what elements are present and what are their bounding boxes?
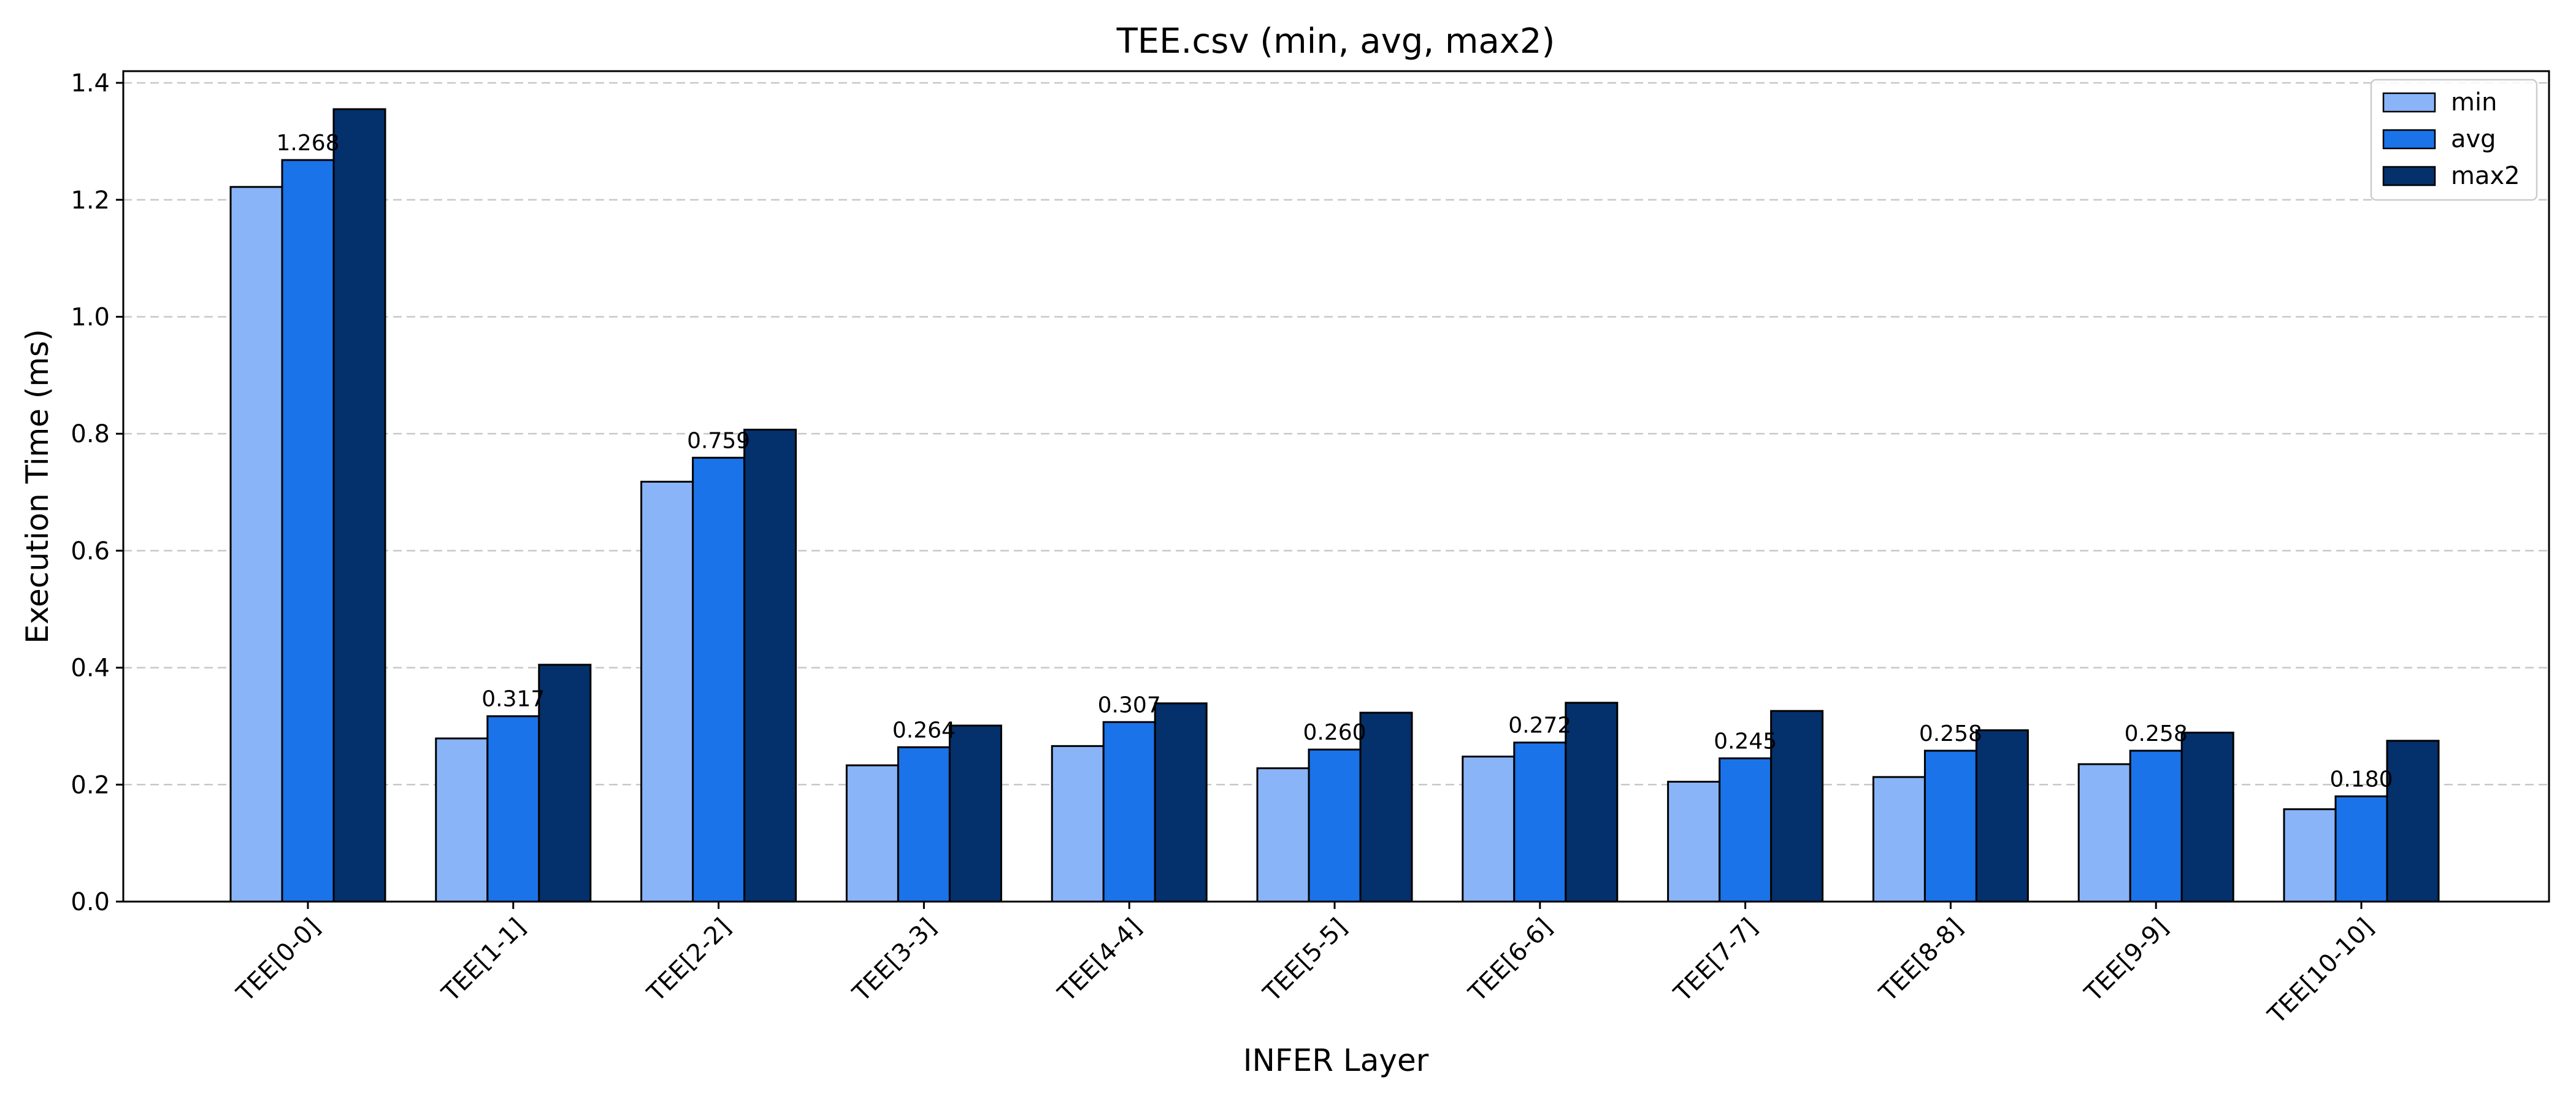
x-axis-label: INFER Layer — [1243, 1043, 1429, 1078]
data-label: 0.180 — [2329, 767, 2393, 792]
data-labels-layer: 1.268 0.317 0.759 0.264 0.307 0.260 0.272 0.245… — [276, 131, 2393, 792]
bar-min-1 — [435, 737, 489, 903]
bar-min-5 — [1256, 767, 1310, 903]
y-tick-label: 0.2 — [71, 771, 110, 799]
bar-max2-7 — [1770, 710, 1824, 903]
bar-avg-9 — [2129, 749, 2183, 903]
bar-max2-9 — [2180, 731, 2234, 903]
bar-avg-5 — [1308, 748, 1362, 903]
data-label: 0.258 — [2125, 721, 2188, 746]
bar-min-9 — [2077, 763, 2131, 903]
legend-swatch-min — [2382, 92, 2436, 113]
bar-max2-4 — [1154, 702, 1208, 903]
data-label: 0.264 — [892, 718, 956, 743]
bar-min-10 — [2283, 808, 2337, 903]
y-tick-label: 0.6 — [71, 537, 110, 565]
data-label: 0.272 — [1508, 713, 1571, 738]
data-label: 0.245 — [1714, 729, 1777, 754]
legend-swatch-max2 — [2382, 166, 2436, 186]
bars-layer — [229, 108, 2440, 903]
bar-min-6 — [1462, 756, 1516, 903]
bar-max2-6 — [1565, 702, 1619, 903]
y-axis: 0.0 0.2 0.4 0.6 0.8 1.0 1.2 1.4 — [71, 69, 123, 916]
y-tick-label: 1.4 — [71, 69, 110, 98]
bar-min-0 — [229, 186, 283, 903]
y-tick-label: 1.2 — [71, 186, 110, 215]
bar-max2-3 — [948, 724, 1002, 903]
plot-frame — [122, 70, 2550, 903]
data-label: 1.268 — [276, 131, 339, 156]
bar-max2-8 — [1975, 729, 2029, 903]
bar-min-8 — [1872, 776, 1926, 903]
y-tick-label: 0.8 — [71, 420, 110, 448]
bar-min-4 — [1051, 745, 1105, 903]
y-tick-label: 1.0 — [71, 303, 110, 331]
chart-title: TEE.csv (min, avg, max2) — [1116, 21, 1555, 61]
y-axis-label: Execution Time (ms) — [20, 329, 55, 643]
bar-avg-0 — [281, 159, 335, 903]
y-tick-label: 0.0 — [71, 888, 110, 916]
bar-avg-7 — [1719, 757, 1773, 903]
legend: min avg max2 — [2370, 79, 2538, 201]
bar-max2-1 — [538, 664, 592, 903]
bar-min-7 — [1667, 781, 1721, 903]
bar-avg-1 — [486, 715, 540, 903]
y-tick-label: 0.4 — [71, 654, 110, 683]
bar-avg-4 — [1102, 721, 1156, 903]
legend-swatch-avg — [2382, 129, 2436, 150]
data-label: 0.260 — [1303, 720, 1366, 745]
bar-avg-8 — [1923, 749, 1977, 903]
bar-avg-10 — [2334, 795, 2388, 903]
bar-max2-2 — [743, 429, 797, 903]
data-label: 0.258 — [1919, 721, 1982, 746]
legend-label-max2: max2 — [2451, 162, 2520, 190]
bar-avg-6 — [1513, 742, 1567, 903]
bar-max2-0 — [332, 108, 386, 903]
data-label: 0.307 — [1098, 692, 1161, 718]
bar-avg-3 — [897, 746, 951, 903]
bar-max2-5 — [1359, 711, 1413, 903]
legend-label-min: min — [2451, 88, 2497, 117]
data-label: 0.317 — [481, 687, 545, 712]
data-label: 0.759 — [687, 428, 750, 453]
bar-max2-10 — [2386, 740, 2440, 903]
bar-avg-2 — [692, 456, 746, 903]
bar-min-3 — [845, 764, 899, 903]
legend-label-avg: avg — [2451, 125, 2496, 153]
bar-min-2 — [640, 480, 694, 903]
